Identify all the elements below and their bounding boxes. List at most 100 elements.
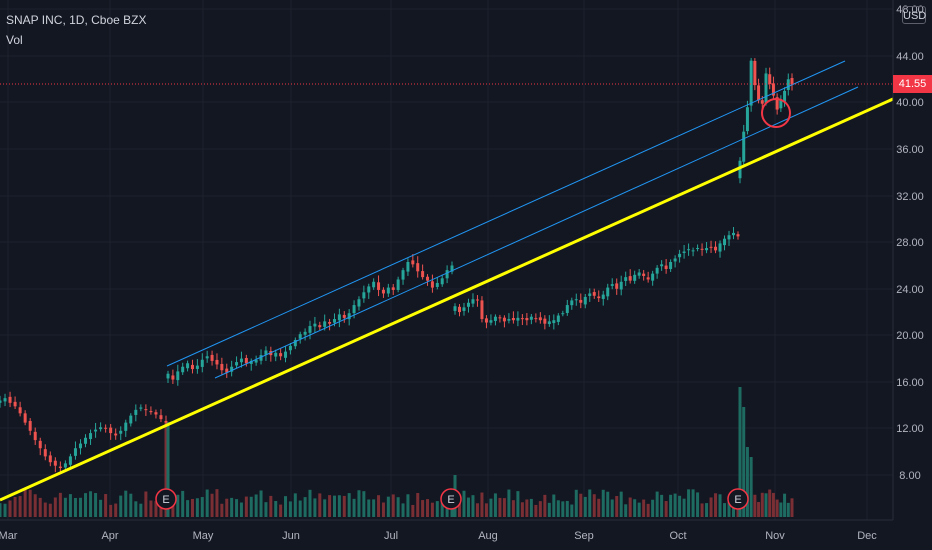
candle-body: [244, 357, 248, 364]
candle-body: [520, 318, 524, 320]
trend-drawings[interactable]: [0, 60, 894, 502]
volume-bar: [723, 503, 727, 517]
volume-bar: [696, 492, 700, 517]
earnings-marker-label: E: [162, 494, 169, 506]
candle-body: [745, 107, 749, 132]
y-tick-label: 32.00: [896, 191, 924, 203]
volume-bar: [547, 502, 551, 517]
volume-bar: [225, 498, 229, 517]
candle-body: [303, 331, 307, 335]
volume-bar: [462, 490, 466, 517]
volume-bar: [760, 492, 764, 517]
volume-bar: [556, 500, 560, 517]
channel-lower-line[interactable]: [214, 86, 859, 379]
candle-body: [33, 431, 37, 441]
candle-body: [682, 251, 686, 253]
volume-bar: [525, 499, 529, 517]
volume-bar: [99, 499, 103, 517]
volume-bar: [753, 494, 757, 517]
volume-bar: [303, 497, 307, 517]
candle-body: [556, 315, 560, 322]
volume-bar: [660, 494, 664, 517]
candle-body: [421, 271, 425, 278]
volume-bar: [215, 489, 219, 517]
candle-body: [723, 238, 727, 246]
volume-bar: [646, 503, 650, 517]
earnings-marker[interactable]: E: [727, 488, 749, 510]
volume-bar: [714, 493, 718, 517]
volume-bar: [687, 489, 691, 517]
candle-body: [561, 313, 565, 315]
volume-bar: [298, 500, 302, 517]
volume-bar: [406, 494, 410, 517]
volume-bar: [786, 502, 790, 517]
currency-badge[interactable]: USD: [902, 6, 926, 24]
highlight-circle[interactable]: [761, 98, 791, 128]
candle-body: [144, 409, 148, 411]
volume-bar: [235, 499, 239, 517]
candle-body: [588, 293, 592, 297]
volume-bar: [23, 489, 27, 517]
volume-bar: [109, 504, 113, 517]
candle-body: [574, 299, 578, 301]
candle-body: [288, 345, 292, 351]
candle-body: [771, 83, 775, 96]
candle-body: [435, 282, 439, 287]
volume-bar: [457, 500, 461, 517]
channel-upper-line[interactable]: [166, 60, 846, 367]
volume-bar: [606, 491, 610, 517]
candle-body: [104, 427, 108, 429]
candle-body: [68, 456, 72, 465]
candle-body: [134, 409, 138, 415]
candle-body: [396, 279, 400, 290]
candle-body: [200, 359, 204, 367]
volume-bar: [181, 490, 185, 517]
volume-bar: [73, 497, 77, 517]
volume-bar: [352, 498, 356, 517]
candle-body: [190, 364, 194, 370]
candle-body: [538, 317, 542, 321]
candle-body: [367, 286, 371, 293]
earnings-marker[interactable]: E: [440, 488, 462, 510]
ascending-trendline[interactable]: [0, 97, 894, 502]
volume-bar: [574, 489, 578, 517]
candle-body: [347, 313, 351, 320]
candle-body: [664, 265, 668, 269]
volume-bar: [592, 494, 596, 517]
candle-body: [764, 73, 768, 103]
candle-body: [673, 258, 677, 262]
volume-bar: [318, 493, 322, 517]
earnings-marker-label: E: [447, 494, 454, 506]
candle-body: [687, 249, 691, 251]
volume-bar: [583, 496, 587, 517]
candle-body: [642, 273, 646, 276]
candle-body: [0, 400, 2, 403]
candle-body: [480, 300, 484, 320]
x-tick-label: Nov: [765, 530, 785, 542]
y-tick-label: 16.00: [896, 377, 924, 389]
symbol-title[interactable]: SNAP INC, 1D, Cboe BZX: [6, 13, 147, 27]
candle-body: [154, 412, 158, 415]
volume-bar: [651, 499, 655, 517]
y-tick-label: 8.00: [899, 470, 920, 482]
earnings-marker[interactable]: E: [155, 488, 177, 510]
candle-body: [362, 292, 366, 299]
volume-bar: [13, 497, 17, 517]
x-tick-label: Aug: [478, 530, 498, 542]
candle-body: [601, 294, 605, 299]
candle-body: [543, 318, 547, 324]
candle-body: [3, 398, 7, 402]
volume-bar: [471, 495, 475, 517]
candle-body: [619, 281, 623, 290]
volume-bar: [520, 502, 524, 517]
candle-body: [633, 274, 637, 281]
volume-indicator-label[interactable]: Vol: [6, 33, 23, 47]
volume-bar: [664, 501, 668, 517]
volume-bar: [411, 504, 415, 517]
candle-body: [53, 460, 57, 466]
candle-body: [78, 443, 82, 449]
volume-bar: [678, 495, 682, 517]
candle-body: [552, 320, 556, 324]
